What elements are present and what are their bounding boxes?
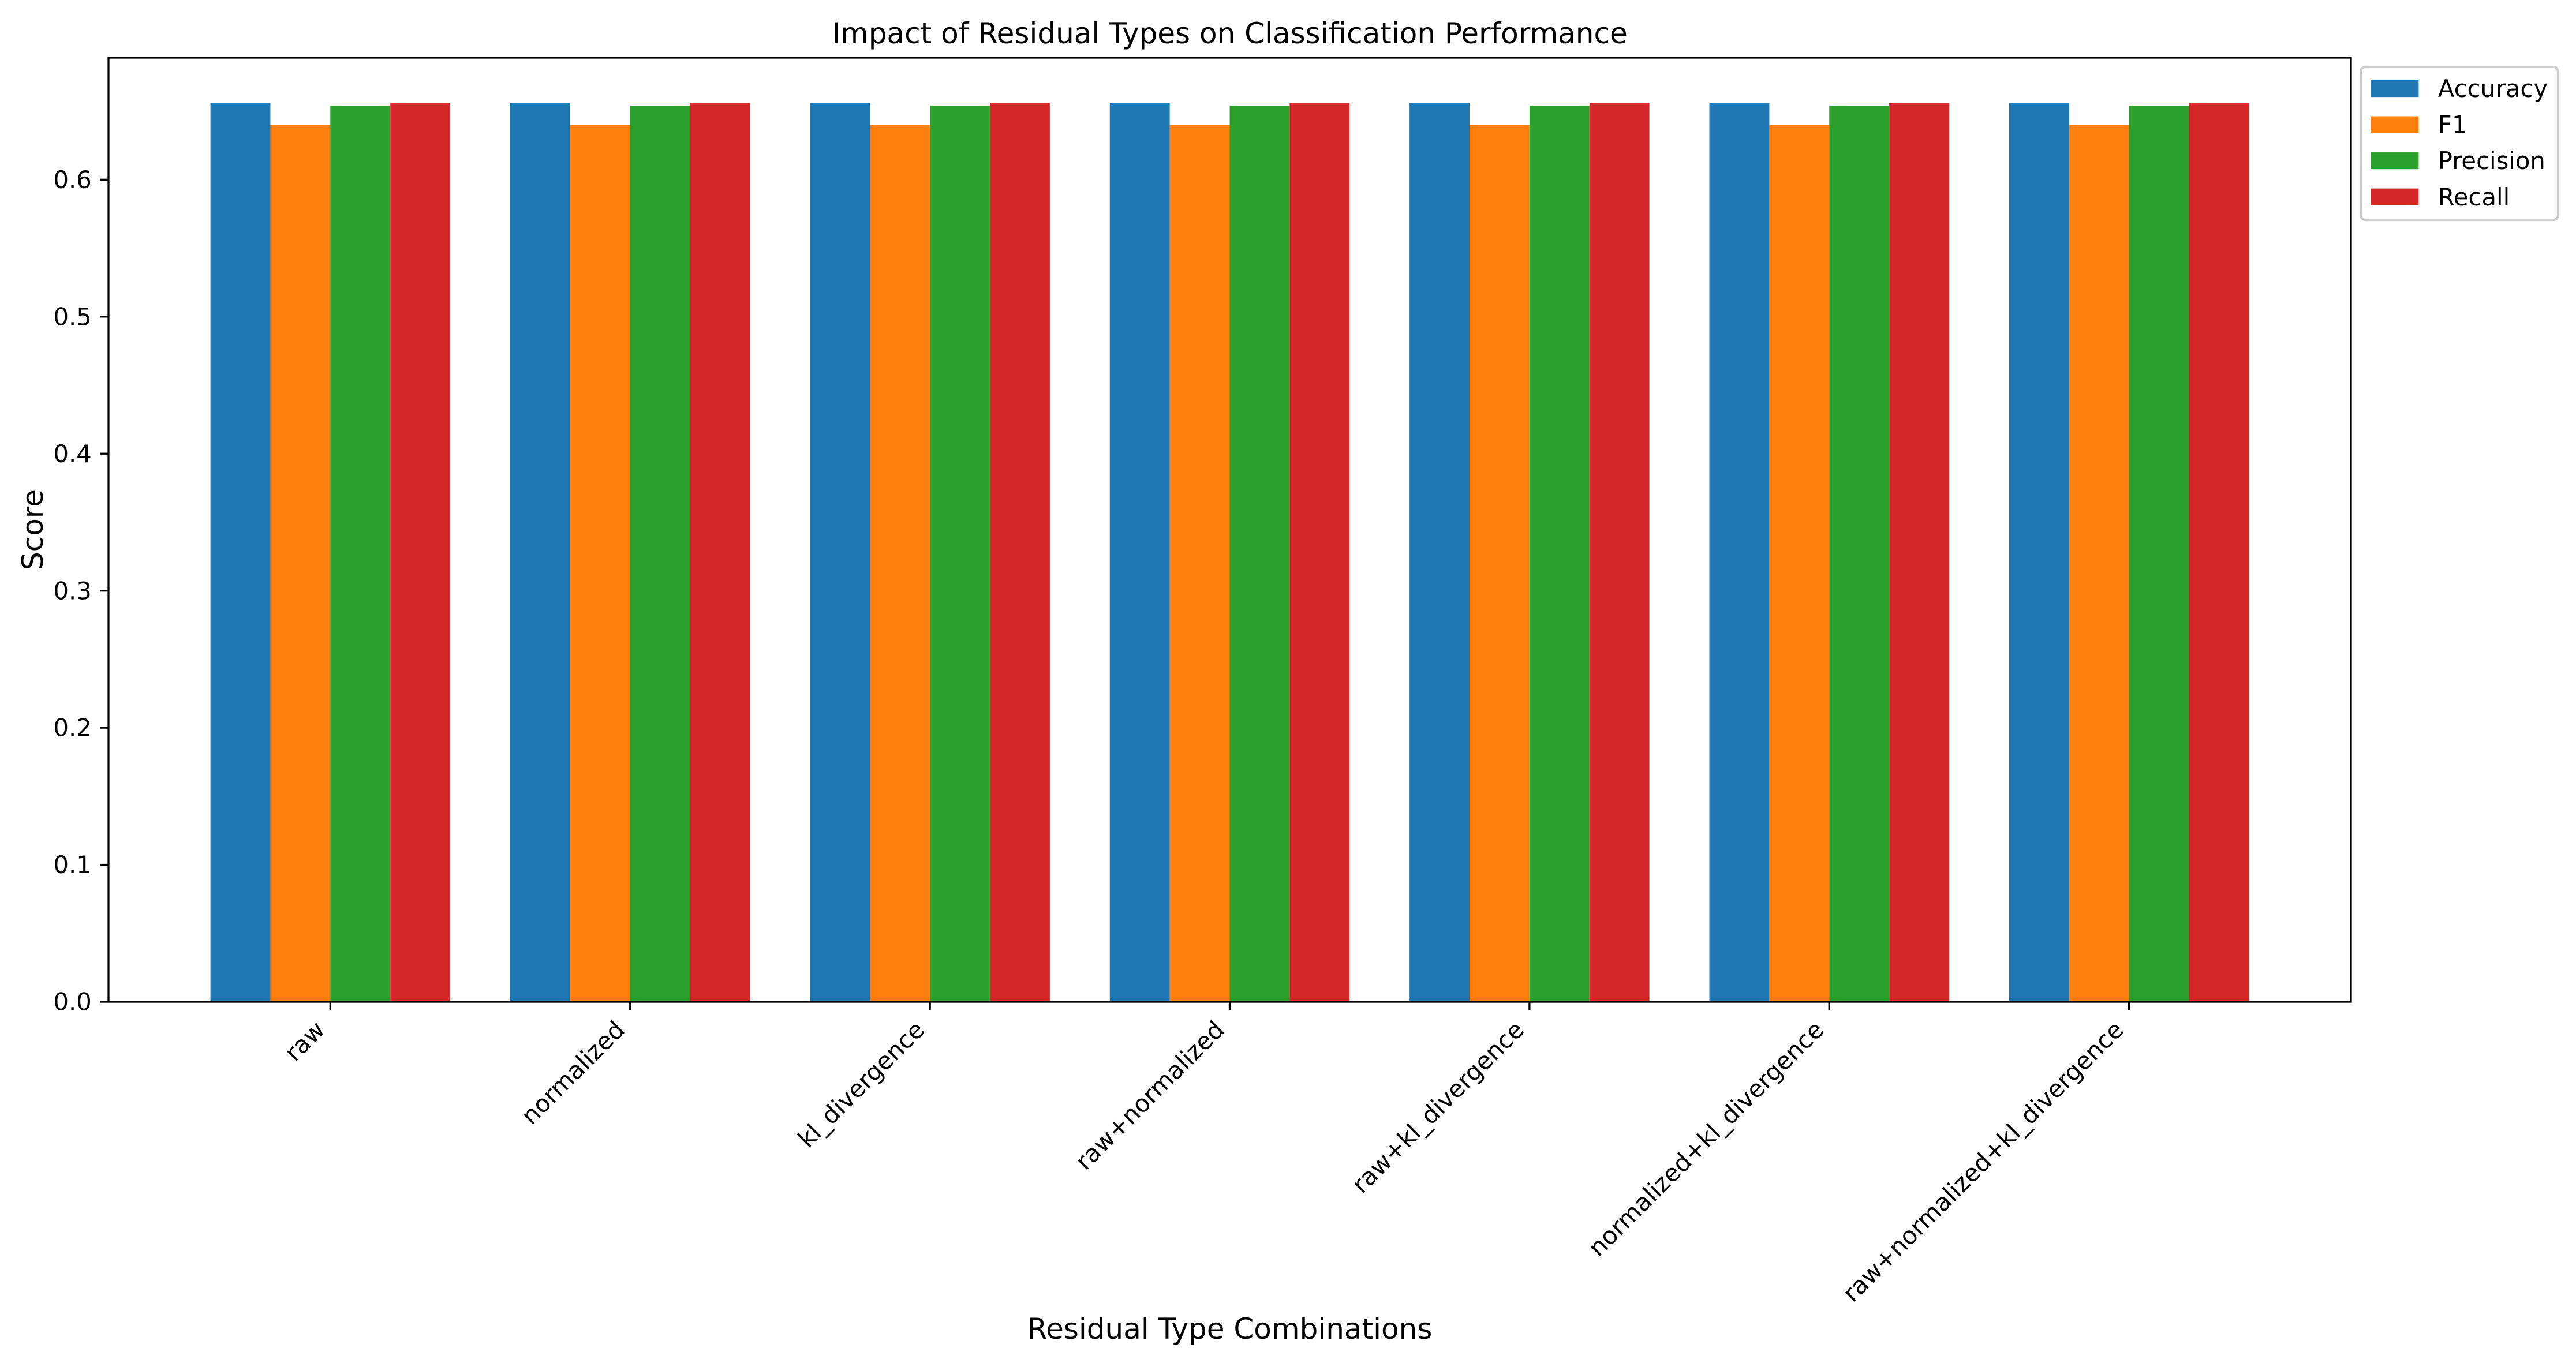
bar-f1-raw <box>270 125 331 1002</box>
bar-precision-normalized-kl-divergence <box>1829 106 1890 1002</box>
axes-frame <box>107 57 2352 1003</box>
bar-f1-raw-kl-divergence <box>1470 125 1530 1002</box>
bar-precision-normalized <box>630 106 690 1002</box>
legend: Accuracy F1 Precision Recall <box>2359 65 2560 222</box>
bar-accuracy-raw-normalized-kl-divergence <box>2009 103 2069 1002</box>
bars-group <box>210 103 2249 1002</box>
chart-title: Impact of Residual Types on Classificati… <box>832 17 1628 50</box>
x-axis-label: Residual Type Combinations <box>1027 1312 1433 1346</box>
legend-label-accuracy: Accuracy <box>2438 74 2548 103</box>
legend-swatch-precision <box>2371 152 2419 170</box>
bar-precision-raw-normalized <box>1229 106 1290 1002</box>
y-tick-label: 0.3 <box>53 576 91 605</box>
bar-accuracy-kl-divergence <box>810 103 870 1002</box>
bar-f1-raw-normalized <box>1169 125 1230 1002</box>
bar-accuracy-raw-normalized <box>1109 103 1170 1002</box>
y-axis-label: Score <box>16 489 50 570</box>
legend-swatch-f1 <box>2371 116 2419 133</box>
bar-recall-normalized-kl-divergence <box>1889 103 1950 1002</box>
bar-recall-raw-normalized <box>1289 103 1350 1002</box>
bar-f1-normalized-kl-divergence <box>1769 125 1830 1002</box>
bar-precision-raw <box>330 106 391 1002</box>
legend-label-precision: Precision <box>2438 147 2545 175</box>
legend-label-f1: F1 <box>2438 111 2467 139</box>
bar-recall-kl-divergence <box>989 103 1050 1002</box>
y-tick-label: 0.5 <box>53 302 91 331</box>
y-tick-label: 0.6 <box>53 166 91 194</box>
legend-frame <box>2359 65 2560 222</box>
bar-accuracy-raw <box>210 103 271 1002</box>
bar-f1-normalized <box>570 125 630 1002</box>
legend-swatch-accuracy <box>2371 80 2419 98</box>
bar-accuracy-raw-kl-divergence <box>1409 103 1470 1002</box>
bar-accuracy-normalized-kl-divergence <box>1709 103 1770 1002</box>
bar-precision-raw-kl-divergence <box>1529 106 1590 1002</box>
bar-accuracy-normalized <box>510 103 570 1002</box>
bar-recall-raw <box>390 103 451 1002</box>
y-tick-label: 0.0 <box>53 988 91 1016</box>
y-axis-ticks: 0.0 0.1 0.2 0.3 0.4 0.5 0.6 <box>53 166 109 1016</box>
legend-label-recall: Recall <box>2438 183 2510 211</box>
bar-recall-normalized <box>690 103 750 1002</box>
legend-swatch-recall <box>2371 188 2419 205</box>
bar-precision-kl-divergence <box>930 106 990 1002</box>
bar-precision-raw-normalized-kl-divergence <box>2129 106 2189 1002</box>
y-tick-label: 0.4 <box>53 440 91 468</box>
y-tick-label: 0.1 <box>53 851 91 879</box>
bar-recall-raw-kl-divergence <box>1589 103 1650 1002</box>
bar-f1-raw-normalized-kl-divergence <box>2069 125 2129 1002</box>
y-tick-label: 0.2 <box>53 714 91 742</box>
bar-recall-raw-normalized-kl-divergence <box>2189 103 2249 1002</box>
bar-f1-kl-divergence <box>870 125 930 1002</box>
